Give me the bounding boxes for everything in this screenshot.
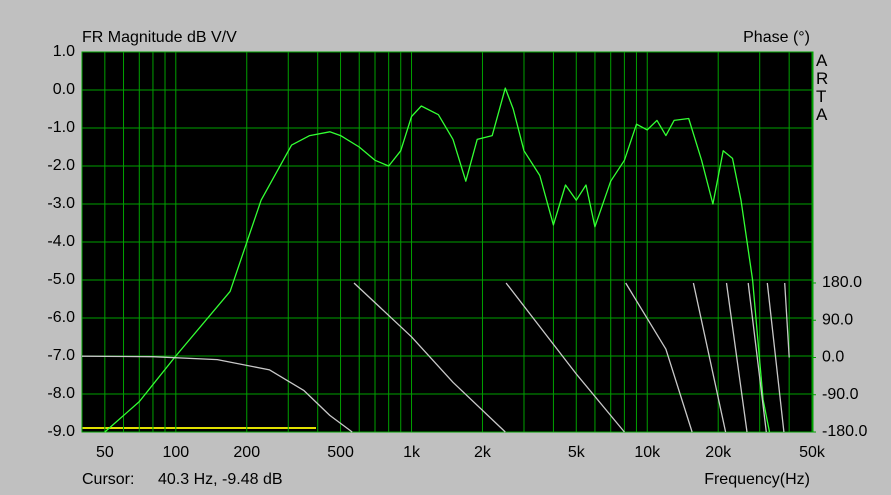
- y-tick-label: -7.0: [47, 347, 75, 364]
- y-tick-label: -1.0: [47, 119, 75, 136]
- y-tick-label: 0.0: [53, 81, 75, 98]
- x-tick-label: 50: [96, 444, 114, 461]
- cursor-label: Cursor:: [82, 471, 134, 488]
- series-line: [81, 282, 790, 433]
- y2-tick-label: 90.0: [822, 311, 853, 328]
- x-tick-label: 1k: [403, 444, 421, 461]
- y2-tick-label: 180.0: [822, 274, 862, 291]
- y2-tick-label: -90.0: [822, 386, 859, 403]
- x-tick-label: 500: [327, 444, 354, 461]
- x-tick-label: 5k: [568, 444, 586, 461]
- plot-frame: [81, 51, 814, 433]
- cursor-value: 40.3 Hz, -9.48 dB: [158, 471, 283, 488]
- x-tick-label: 2k: [474, 444, 492, 461]
- series-line: [104, 87, 771, 433]
- brand: ARTA: [816, 51, 829, 124]
- y-tick-label: -9.0: [47, 423, 75, 440]
- x-tick-label: 10k: [634, 444, 661, 461]
- y2-tick-label: 0.0: [822, 349, 844, 366]
- y2-tick-label: -180.0: [822, 423, 867, 440]
- chart-title: FR Magnitude dB V/V: [82, 29, 237, 46]
- y-tick-label: -6.0: [47, 309, 75, 326]
- x-tick-label: 200: [233, 444, 260, 461]
- y-tick-label: 1.0: [53, 43, 75, 60]
- x-tick-label: 20k: [705, 444, 732, 461]
- x-tick-label: 100: [162, 444, 189, 461]
- y-tick-label: -2.0: [47, 157, 75, 174]
- y-tick-label: -8.0: [47, 385, 75, 402]
- y-tick-label: -4.0: [47, 233, 75, 250]
- y-tick-label: -5.0: [47, 271, 75, 288]
- y-tick-label: -3.0: [47, 195, 75, 212]
- y2-axis-label: Phase (°): [743, 29, 810, 46]
- x-axis-label: Frequency(Hz): [704, 471, 810, 488]
- x-tick-label: 50k: [799, 444, 826, 461]
